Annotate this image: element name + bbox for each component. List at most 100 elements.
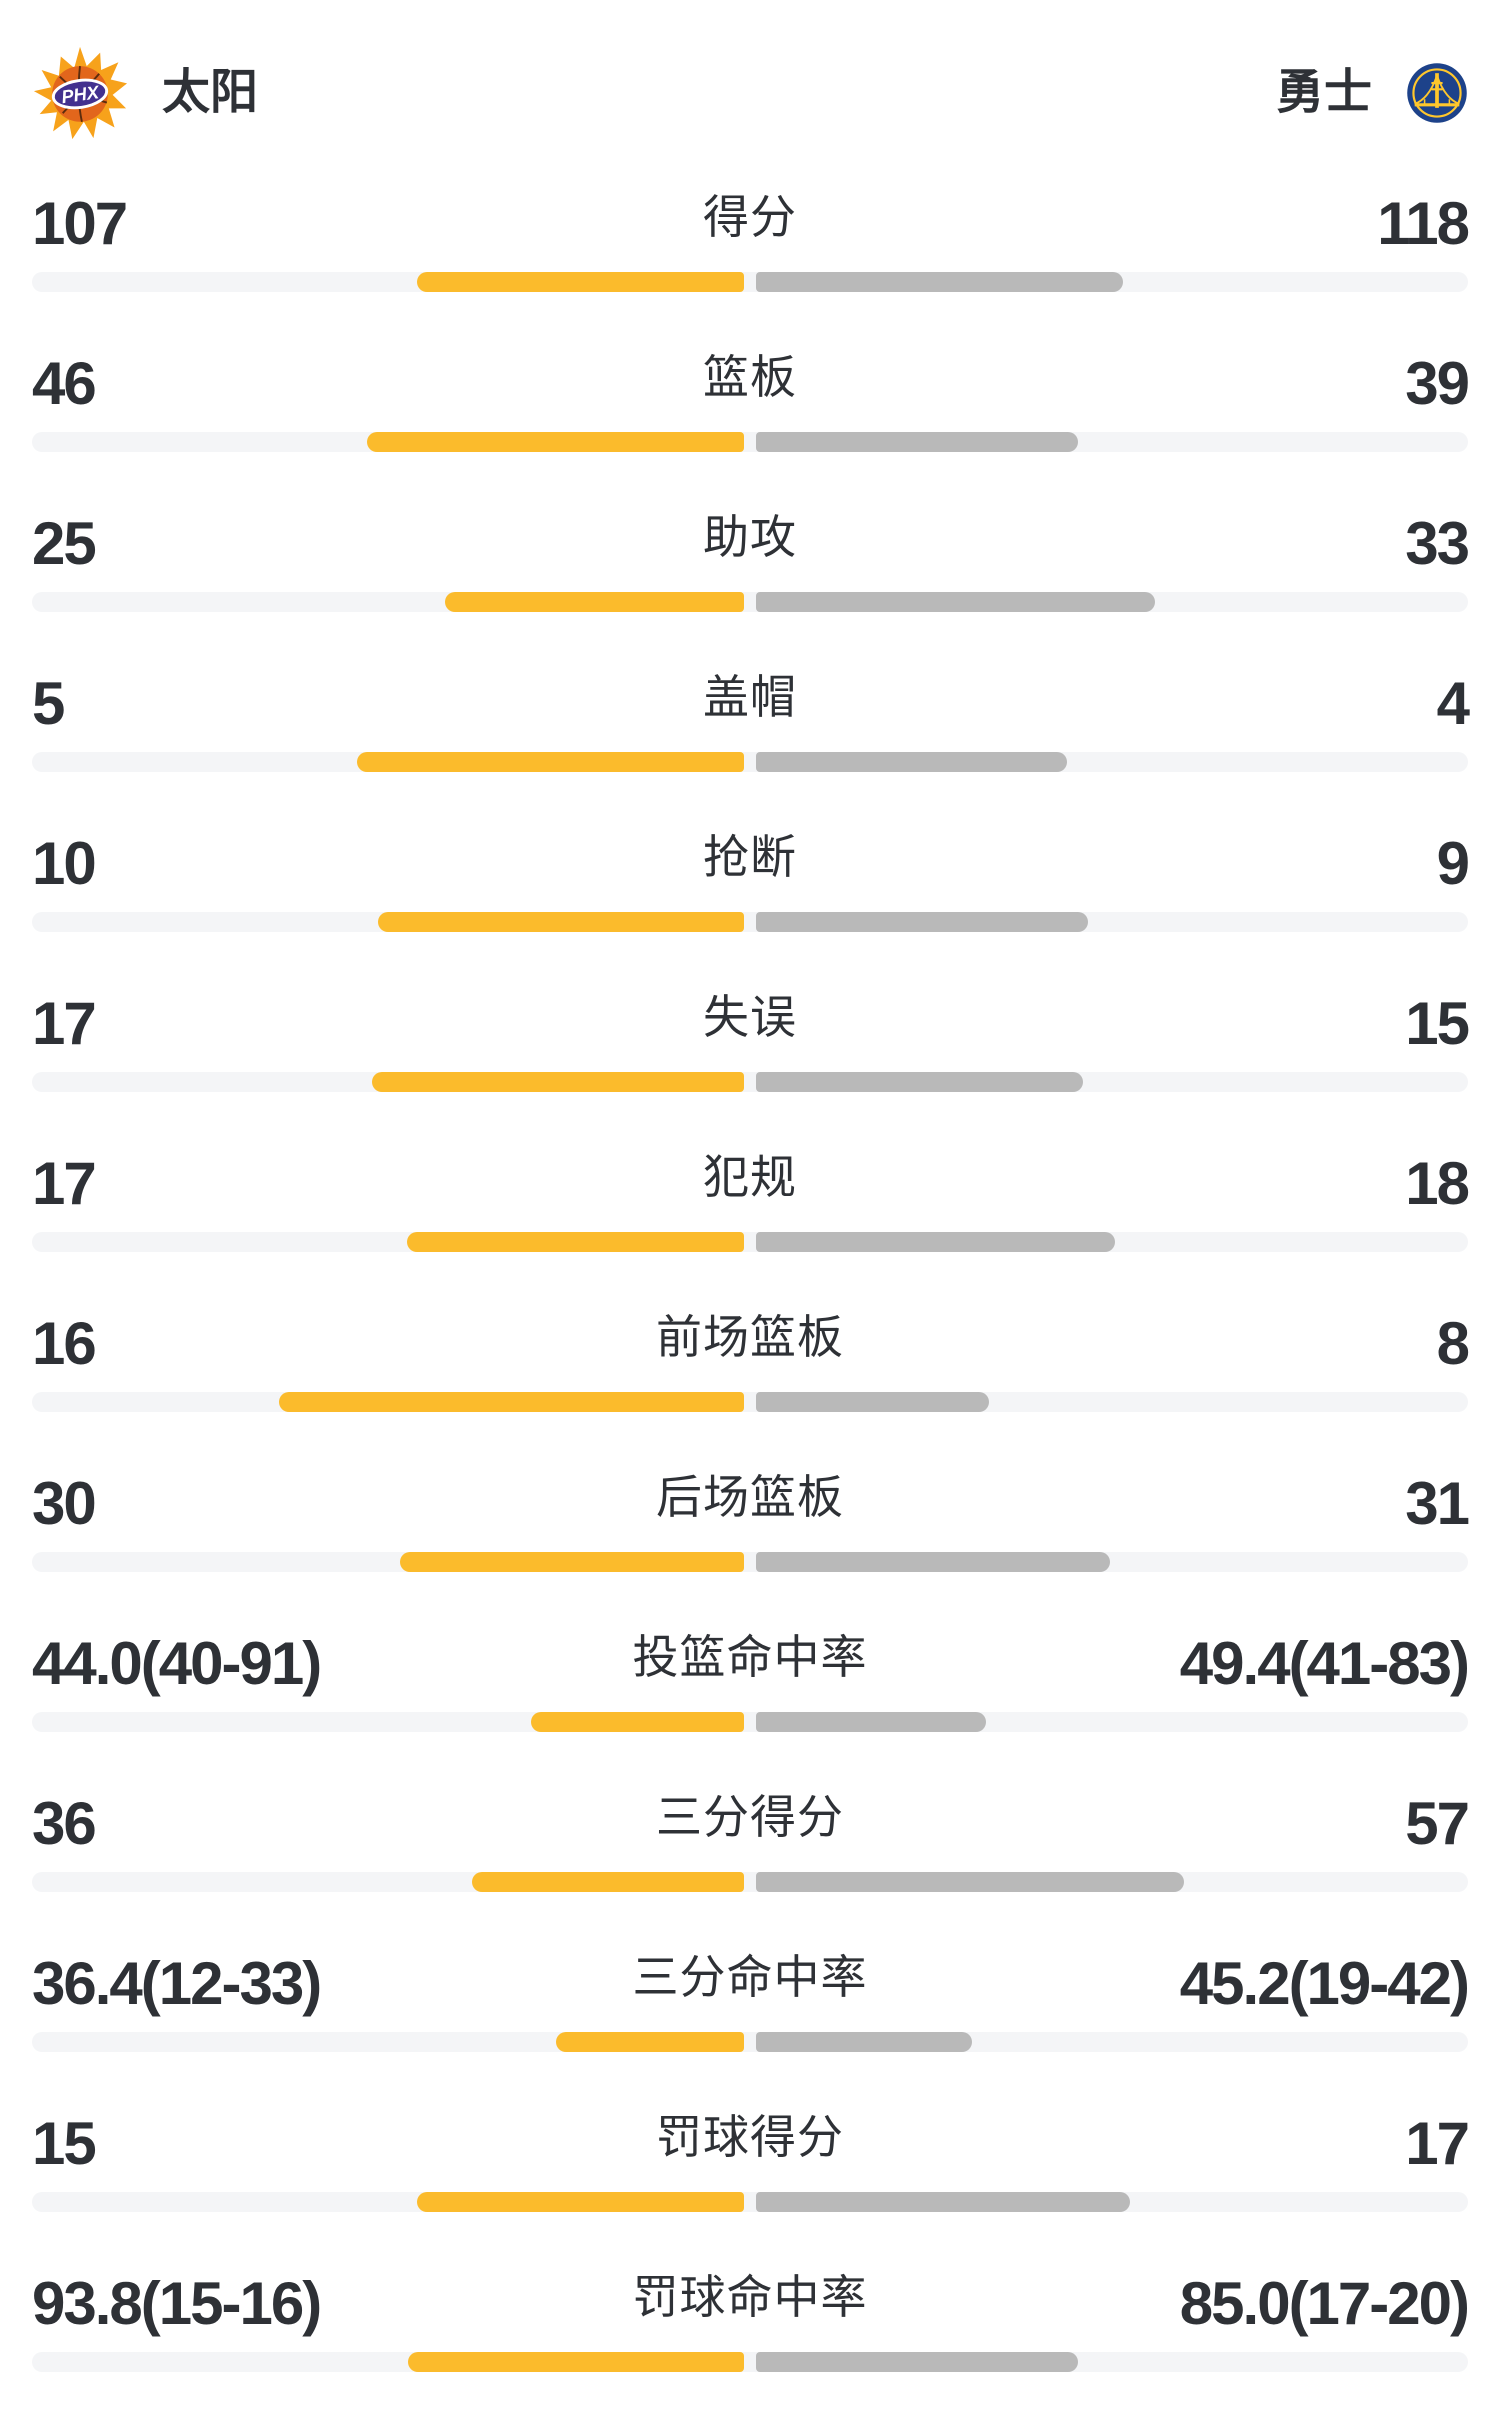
stat-row-text: 46 篮板 39 [32, 350, 1470, 417]
away-stat-bar [756, 2352, 1078, 2372]
stat-row-text: 17 犯规 18 [32, 1150, 1470, 1217]
home-stat-value: 16 [32, 1310, 97, 1377]
home-stat-bar [367, 432, 744, 452]
stat-label: 盖帽 [703, 671, 797, 723]
stat-row-text: 93.8(15-16) 罚球命中率 85.0(17-20) [32, 2270, 1470, 2337]
home-stat-value: 107 [32, 190, 128, 257]
home-stat-value: 30 [32, 1470, 97, 1537]
away-stat-value: 9 [1436, 830, 1470, 897]
away-stat-value: 57 [1405, 1790, 1470, 1857]
home-stat-bar [445, 592, 744, 612]
away-stat-bar [756, 1552, 1110, 1572]
stat-label: 失误 [703, 991, 797, 1043]
away-stat-bar [756, 1072, 1083, 1092]
stat-row-text: 15 罚球得分 17 [32, 2110, 1470, 2177]
away-stat-value: 39 [1405, 350, 1470, 417]
stat-bar-track [32, 272, 1468, 292]
home-stat-bar [472, 1872, 744, 1892]
stat-row: 17 犯规 18 [32, 1146, 1470, 1306]
stat-label: 罚球命中率 [632, 2271, 868, 2323]
stat-label: 投篮命中率 [632, 1631, 868, 1683]
stat-bar-track [32, 432, 1468, 452]
home-stat-bar [417, 272, 744, 292]
stat-row: 5 盖帽 4 [32, 666, 1470, 826]
stat-row: 25 助攻 33 [32, 506, 1470, 666]
away-stat-value: 33 [1405, 510, 1470, 577]
home-stat-bar [417, 2192, 744, 2212]
stat-bar-track [32, 1232, 1468, 1252]
home-stat-bar [408, 2352, 744, 2372]
stat-row: 10 抢断 9 [32, 826, 1470, 986]
away-stat-bar [756, 2192, 1130, 2212]
stat-row: 44.0(40-91) 投篮命中率 49.4(41-83) [32, 1626, 1470, 1786]
stat-label: 三分命中率 [632, 1951, 868, 2003]
stat-row-text: 44.0(40-91) 投篮命中率 49.4(41-83) [32, 1630, 1470, 1697]
stat-bar-track [32, 1392, 1468, 1412]
match-header: PHX 太阳 勇士 [0, 0, 1500, 186]
stat-label: 篮板 [703, 351, 797, 403]
stat-bar-track [32, 1712, 1468, 1732]
home-stat-value: 15 [32, 2110, 97, 2177]
home-stat-bar [407, 1232, 744, 1252]
golden-state-warriors-logo-icon [1406, 62, 1468, 124]
home-stat-bar [372, 1072, 744, 1092]
stat-row: 16 前场篮板 8 [32, 1306, 1470, 1466]
away-stat-value: 8 [1436, 1310, 1470, 1377]
stat-row-text: 16 前场篮板 8 [32, 1310, 1470, 1377]
home-stat-value: 93.8(15-16) [32, 2270, 322, 2337]
stat-label: 罚球得分 [656, 2111, 844, 2163]
stat-bar-track [32, 912, 1468, 932]
stat-bar-track [32, 2352, 1468, 2372]
away-stat-bar [756, 1232, 1115, 1252]
stat-label: 助攻 [703, 511, 797, 563]
away-stat-bar [756, 752, 1067, 772]
away-team-name: 勇士 [1275, 66, 1372, 119]
home-stat-bar [357, 752, 744, 772]
stat-row-text: 5 盖帽 4 [32, 670, 1470, 737]
home-stat-value: 17 [32, 990, 97, 1057]
stat-row: 36.4(12-33) 三分命中率 45.2(19-42) [32, 1946, 1470, 2106]
away-stat-bar [756, 592, 1155, 612]
away-stat-value: 31 [1405, 1470, 1470, 1537]
away-stat-value: 49.4(41-83) [1179, 1630, 1470, 1697]
stat-label: 抢断 [703, 831, 797, 883]
stat-bar-track [32, 1552, 1468, 1572]
stat-row-text: 36 三分得分 57 [32, 1790, 1470, 1857]
home-team: PHX 太阳 [32, 45, 258, 141]
away-team: 勇士 [1276, 62, 1468, 124]
away-stat-value: 85.0(17-20) [1179, 2270, 1470, 2337]
home-stat-bar [279, 1392, 744, 1412]
stat-row-text: 10 抢断 9 [32, 830, 1470, 897]
away-stat-bar [756, 1872, 1184, 1892]
home-stat-value: 44.0(40-91) [32, 1630, 322, 1697]
stat-row: 15 罚球得分 17 [32, 2106, 1470, 2266]
away-stat-value: 18 [1405, 1150, 1470, 1217]
stat-label: 后场篮板 [656, 1471, 844, 1523]
home-stat-value: 46 [32, 350, 97, 417]
stat-bar-track [32, 592, 1468, 612]
stat-bar-track [32, 1872, 1468, 1892]
stat-row: 30 后场篮板 31 [32, 1466, 1470, 1626]
away-stat-bar [756, 912, 1088, 932]
home-team-name: 太阳 [162, 66, 259, 119]
stat-row: 46 篮板 39 [32, 346, 1470, 506]
home-stat-bar [531, 1712, 744, 1732]
away-stat-value: 4 [1436, 670, 1470, 737]
stat-bar-track [32, 2192, 1468, 2212]
away-stat-bar [756, 1392, 989, 1412]
home-stat-bar [556, 2032, 744, 2052]
team-stats-comparison-list: 107 得分 118 46 篮板 39 25 助攻 33 [0, 186, 1500, 2426]
stat-row-text: 107 得分 118 [32, 190, 1470, 257]
stat-bar-track [32, 1072, 1468, 1092]
stat-row-text: 36.4(12-33) 三分命中率 45.2(19-42) [32, 1950, 1470, 2017]
away-stat-value: 45.2(19-42) [1179, 1950, 1470, 2017]
stat-row: 17 失误 15 [32, 986, 1470, 1146]
stat-row-text: 17 失误 15 [32, 990, 1470, 1057]
home-stat-bar [378, 912, 744, 932]
stat-row: 93.8(15-16) 罚球命中率 85.0(17-20) [32, 2266, 1470, 2426]
away-stat-value: 118 [1377, 190, 1470, 257]
stat-row-text: 25 助攻 33 [32, 510, 1470, 577]
stat-row-text: 30 后场篮板 31 [32, 1470, 1470, 1537]
home-stat-value: 25 [32, 510, 97, 577]
stat-bar-track [32, 2032, 1468, 2052]
